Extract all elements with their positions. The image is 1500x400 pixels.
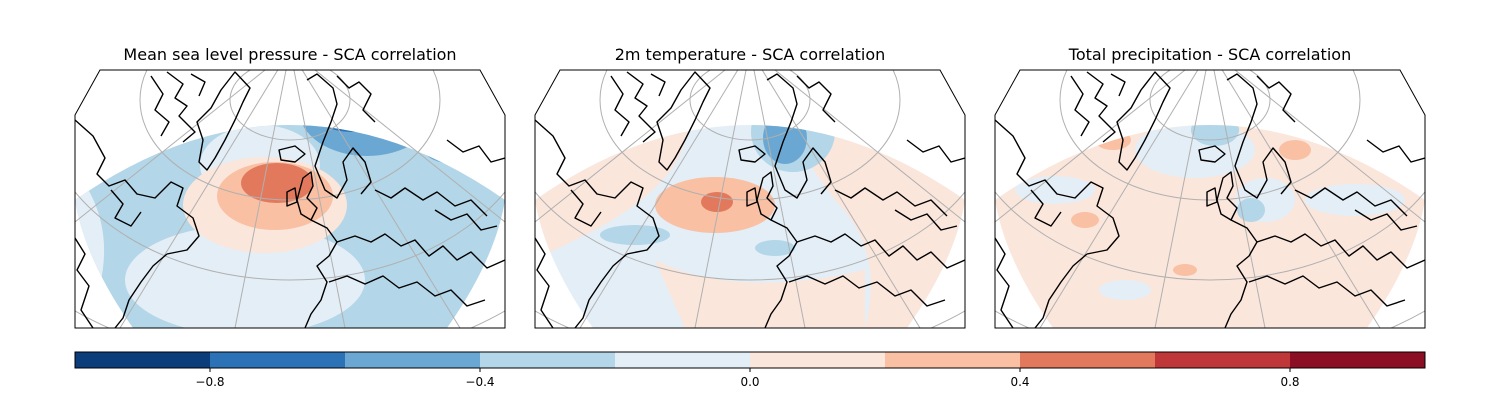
colorbar-ticks: −0.8 −0.4 0.0 0.4 0.8	[195, 368, 1300, 389]
colorbar-bin	[75, 352, 210, 368]
colorbar-tick-label: 0.4	[1010, 375, 1029, 389]
colorbar-bin	[750, 352, 885, 368]
colorbar-tick-label: 0.0	[740, 375, 759, 389]
colorbar-bin	[480, 352, 615, 368]
colorbar-bin	[210, 352, 345, 368]
colorbar-bin	[1155, 352, 1290, 368]
colorbar-tick-label: −0.4	[465, 375, 494, 389]
panel-title-mslp: Mean sea level pressure - SCA correlatio…	[123, 45, 457, 64]
panel-title-t2m: 2m temperature - SCA correlation	[614, 45, 886, 64]
map-panel-tp	[994, 69, 1426, 329]
colorbar: −0.8 −0.4 0.0 0.4 0.8	[74, 351, 1426, 389]
colorbar-bin	[615, 352, 750, 368]
colorbar-tick-label: −0.8	[195, 375, 224, 389]
colorbar-bin	[345, 352, 480, 368]
map-panel-mslp	[74, 69, 506, 329]
colorbar-bins	[75, 352, 1425, 368]
panel-title-tp: Total precipitation - SCA correlation	[1068, 45, 1352, 64]
colorbar-bin	[1290, 352, 1425, 368]
colorbar-bin	[885, 352, 1020, 368]
colorbar-bin	[1020, 352, 1155, 368]
map-panel-t2m	[534, 69, 966, 329]
colorbar-tick-label: 0.8	[1280, 375, 1299, 389]
